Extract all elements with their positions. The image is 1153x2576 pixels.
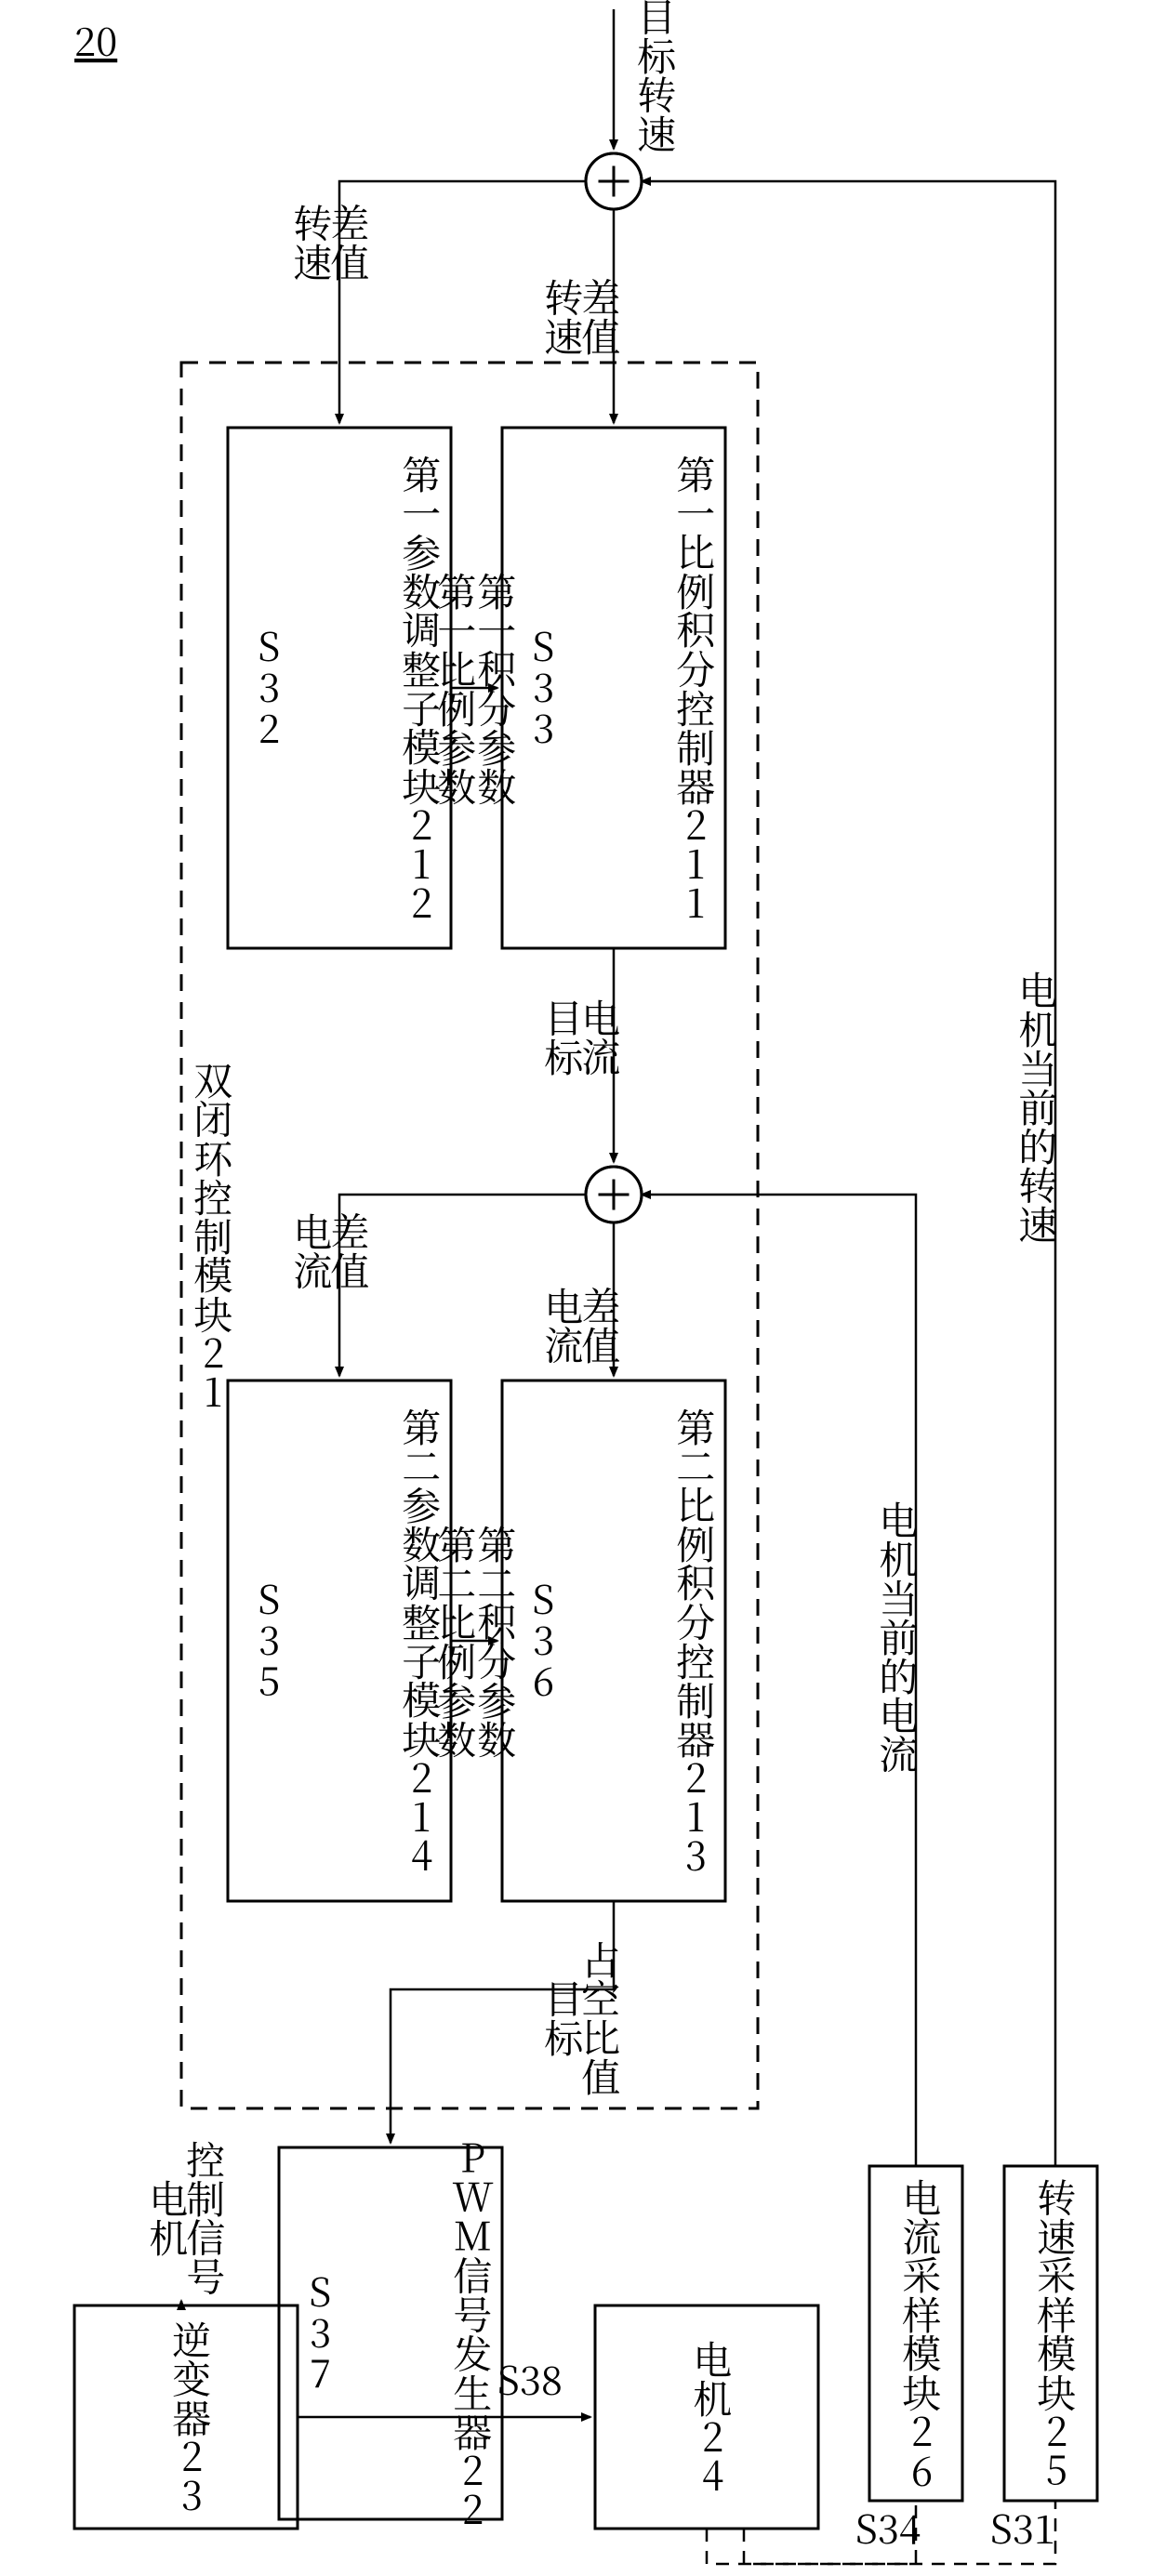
label-s38: S38: [497, 2351, 563, 2407]
node-param-adjust-1-step: S32: [241, 627, 297, 749]
node-pi-controller-2-label: 第二比例积分控制器213: [668, 1407, 723, 1875]
label-target_current_b: 电流: [573, 997, 629, 1076]
label-second_int: 第二积分参数: [469, 1524, 524, 1758]
label-s34: S34: [855, 2500, 921, 2556]
node-speed-sampler-label: 转速采样模块25: [1028, 2177, 1084, 2490]
label-target_duty_b: 占空比值: [573, 1939, 629, 2095]
node-pi-controller-1-label: 第一比例积分控制器211: [668, 454, 723, 922]
label-motor_ctrl_b: 控制信号: [178, 2139, 233, 2295]
arrow-a_pwm_inverter: [181, 2301, 279, 2305]
node-pwm-generator-label: PWM信号发生器22: [444, 2138, 500, 2529]
node-inverter-label: 逆变器23: [164, 2319, 219, 2515]
label-motor_speed: 电机当前的转速: [1010, 970, 1066, 1243]
label-target_speed: 目标转速: [629, 0, 684, 152]
node-current-sampler-label: 电流采样模块26: [894, 2177, 949, 2490]
container-label: 双闭环控制模块21: [185, 1060, 241, 1411]
label-speed_diff_d: 差值: [573, 277, 629, 355]
figure-number: 20: [74, 12, 117, 68]
label-motor_current: 电机当前的电流: [870, 1499, 926, 1773]
label-curr_diff_d: 差值: [573, 1286, 629, 1364]
label-curr_diff_b: 差值: [322, 1211, 378, 1289]
label-first_int: 第一积分参数: [469, 571, 524, 805]
node-motor-label: 电机24: [684, 2339, 740, 2495]
node-param-adjust-2-step: S35: [241, 1579, 297, 1702]
label-s31: S31: [990, 2500, 1055, 2556]
label-speed_diff_b: 差值: [322, 203, 378, 281]
node-pwm-generator-step: S37: [292, 2272, 348, 2395]
